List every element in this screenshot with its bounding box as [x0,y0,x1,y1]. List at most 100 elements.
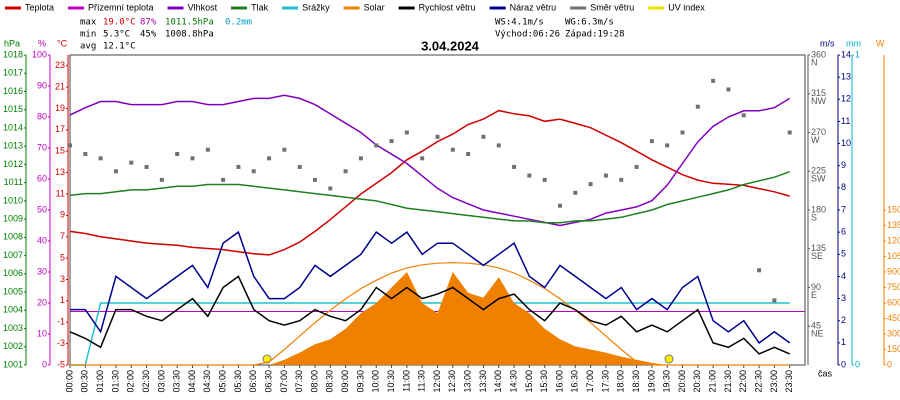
y-tick-label: 1006 [3,268,23,278]
direction-point [159,177,164,182]
direction-point [313,177,317,182]
legend-label: Tlak [251,2,269,12]
direction-point [343,169,348,174]
x-tick-label: 12:00 [432,370,442,393]
y-tick-label: 0 [841,359,846,369]
y-tick-label: 1003 [3,323,23,333]
y-tick-label: 15 [55,146,65,156]
stat-text: min [80,30,96,40]
sunset-marker [664,354,674,364]
x-tick-label: 19:30 [662,370,672,393]
y-tick-name: SE [811,251,823,261]
y-tick-label: 2 [841,315,846,325]
y-tick-label: 1 [855,49,860,59]
series-line [69,109,790,256]
direction-point [573,190,578,195]
x-tick-label: 21:00 [708,370,718,393]
info-text: WG:6.3m/s [565,18,614,28]
y-tick-label: 13 [841,72,851,82]
y-tick-label: 17 [55,124,65,134]
stat-text: 19.0°C [103,18,136,28]
direction-point [175,152,180,157]
direction-point [496,143,501,148]
series-line [70,230,791,344]
direction-point [634,164,639,169]
y-tick-label: 270 [811,127,826,137]
direction-point [649,139,654,144]
x-tick-label: 14:30 [508,370,518,393]
x-tick-label: 20:30 [692,370,702,393]
y-tick-label: 60 [37,173,47,183]
y-tick-label: 1004 [3,305,23,315]
info-text: Západ:19:28 [565,30,625,40]
y-tick-label: 1014 [3,122,23,132]
x-tick-label: 05:00 [218,370,228,393]
x-tick-label: 07:00 [279,370,289,393]
x-tick-label: 22:00 [738,370,748,393]
y-tick-label: 600 [887,297,900,307]
direction-point [741,113,746,118]
axis-unit: m/s [820,38,835,48]
x-tick-label: 21:30 [723,370,733,393]
y-tick-label: 80 [37,111,47,121]
legend-label: Směr větru [590,2,634,12]
y-tick-label: 1350 [887,220,900,230]
y-tick-name: NW [811,96,826,106]
y-tick-label: 90 [37,80,47,90]
y-tick-label: 9 [60,210,65,220]
x-tick-label: 00:00 [64,370,74,393]
y-tick-label: 300 [887,328,900,338]
direction-point [695,104,700,109]
stat-text: 87% [140,18,157,28]
legend-label: Rychlost větru [419,2,476,12]
direction-point [113,169,118,174]
stat-text: 5.3°C [103,30,130,40]
y-tick-label: 11 [841,116,850,126]
y-tick-label: 1015 [3,104,23,114]
y-tick-label: 1012 [3,159,23,169]
direction-point [619,177,624,182]
y-tick-label: 5 [60,252,65,262]
y-tick-label: 1007 [3,250,23,260]
y-tick-label: 23 [55,60,65,70]
direction-point [374,143,379,148]
direction-point [466,152,471,157]
series-line [69,275,790,355]
x-tick-label: 07:30 [294,370,304,393]
y-tick-label: 0 [887,359,892,369]
y-tick-label: 1009 [3,213,23,223]
direction-point [68,143,72,148]
x-tick-label: 06:00 [248,370,258,393]
x-tick-label: 23:00 [769,370,779,393]
y-tick-name: W [811,135,820,145]
direction-point [787,130,792,135]
direction-point [435,134,440,139]
direction-point [726,87,731,92]
direction-point [420,156,425,161]
y-tick-label: 20 [37,297,47,307]
y-tick-label: 1050 [887,251,900,261]
x-tick-label: 01:00 [95,370,105,393]
direction-point [450,147,455,152]
y-tick-label: 11 [56,188,65,198]
x-tick-label: 14:00 [493,370,503,393]
legend-label: Teplota [25,2,54,12]
y-tick-label: 45 [811,321,821,331]
x-tick-label: 22:30 [753,370,763,393]
y-tick-label: 50 [37,204,47,214]
y-tick-label: 100 [32,49,47,59]
legend-label: Solar [364,2,385,12]
y-tick-label: 180 [811,204,826,214]
stat-text: 45% [140,30,157,40]
x-tick-label: 12:30 [447,370,457,393]
y-tick-label: 1011 [4,177,23,187]
stat-text: 1008.8hPa [165,30,214,40]
x-tick-label: 03:00 [156,370,166,393]
x-tick-label: 18:30 [631,370,641,393]
y-tick-label: 7 [60,231,65,241]
y-tick-label: 70 [37,142,47,152]
x-tick-label: 06:30 [263,370,273,393]
y-tick-label: 1005 [3,286,23,296]
direction-point [558,203,562,208]
